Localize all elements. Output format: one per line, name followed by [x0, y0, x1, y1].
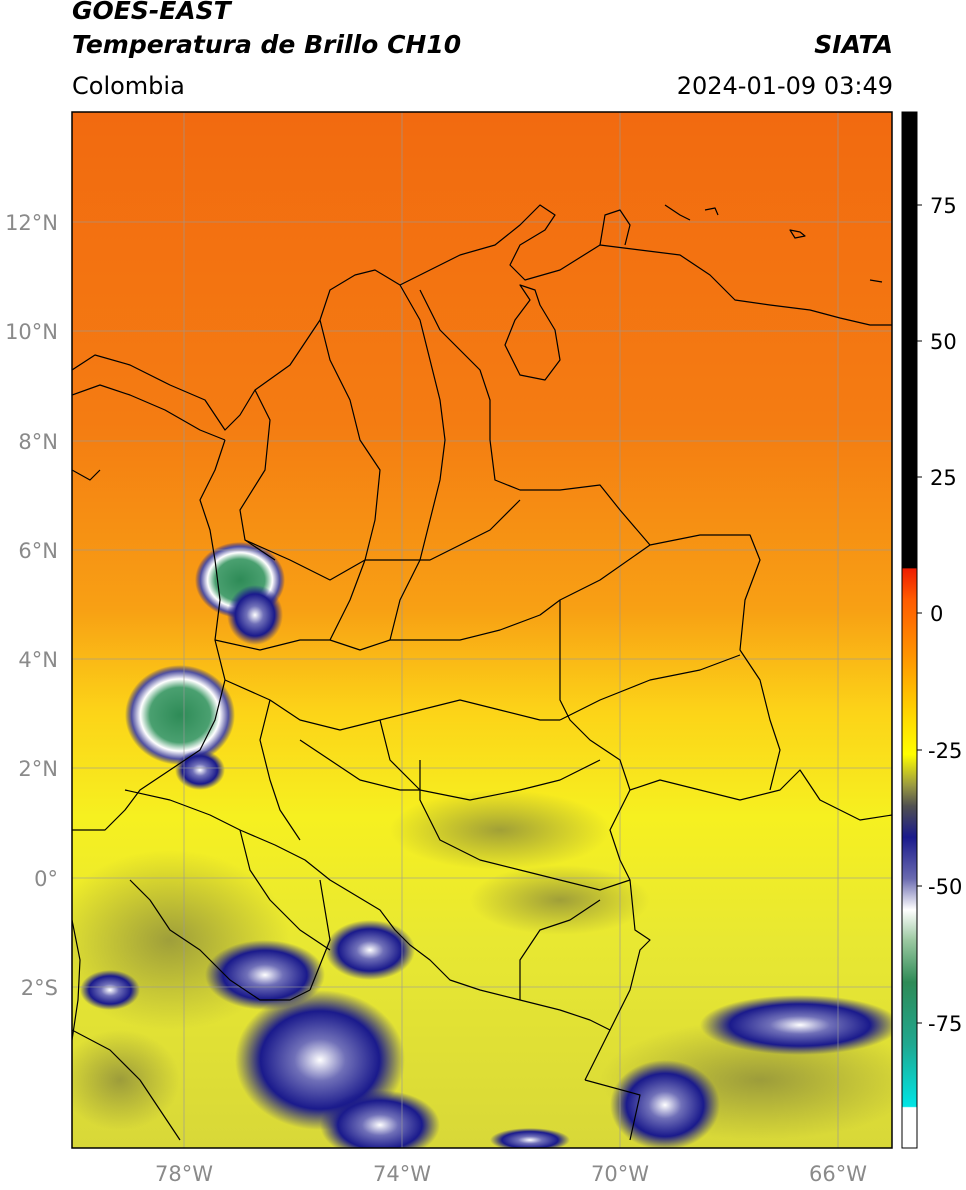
region-label: Colombia: [72, 72, 185, 100]
colorbar: 75 50 25 0 -25 -50 -75: [901, 111, 962, 1149]
lon-label: 74°W: [373, 1162, 431, 1186]
coastlines-borders: [72, 204, 892, 1141]
colorbar-tick: 0: [930, 602, 943, 626]
map-frame: [71, 111, 893, 1149]
lat-label: 8°N: [18, 430, 58, 454]
lat-label: 10°N: [5, 320, 58, 344]
colorbar-tick: 25: [930, 466, 957, 490]
agency-label: SIATA: [814, 30, 893, 59]
lon-label: 66°W: [809, 1162, 867, 1186]
lat-label: 2°N: [18, 757, 58, 781]
lon-label: 70°W: [591, 1162, 649, 1186]
graticule: [72, 112, 892, 1148]
temperature-field: [72, 112, 892, 1148]
colorbar-tick: 75: [930, 194, 957, 218]
satellite-title: GOES-EAST: [72, 0, 231, 25]
lon-axis: 78°W 74°W 70°W 66°W: [155, 1162, 867, 1186]
lat-label: 2°S: [21, 976, 58, 1000]
lat-label: 6°N: [18, 539, 58, 563]
lat-label: 0°: [34, 867, 58, 891]
product-title: Temperatura de Brillo CH10: [72, 30, 462, 59]
lat-label: 4°N: [18, 648, 58, 672]
colorbar-tick: 50: [930, 330, 957, 354]
lat-label: 12°N: [5, 211, 58, 235]
colorbar-tick: -50: [928, 875, 962, 899]
lon-label: 78°W: [155, 1162, 213, 1186]
colorbar-tick: -75: [928, 1012, 962, 1036]
colorbar-tick: -25: [928, 739, 962, 763]
datetime-label: 2024-01-09 03:49: [676, 72, 893, 100]
lat-axis: 12°N 10°N 8°N 6°N 4°N 2°N 0° 2°S: [5, 211, 58, 1000]
colorbar-gradient: [901, 111, 918, 1149]
